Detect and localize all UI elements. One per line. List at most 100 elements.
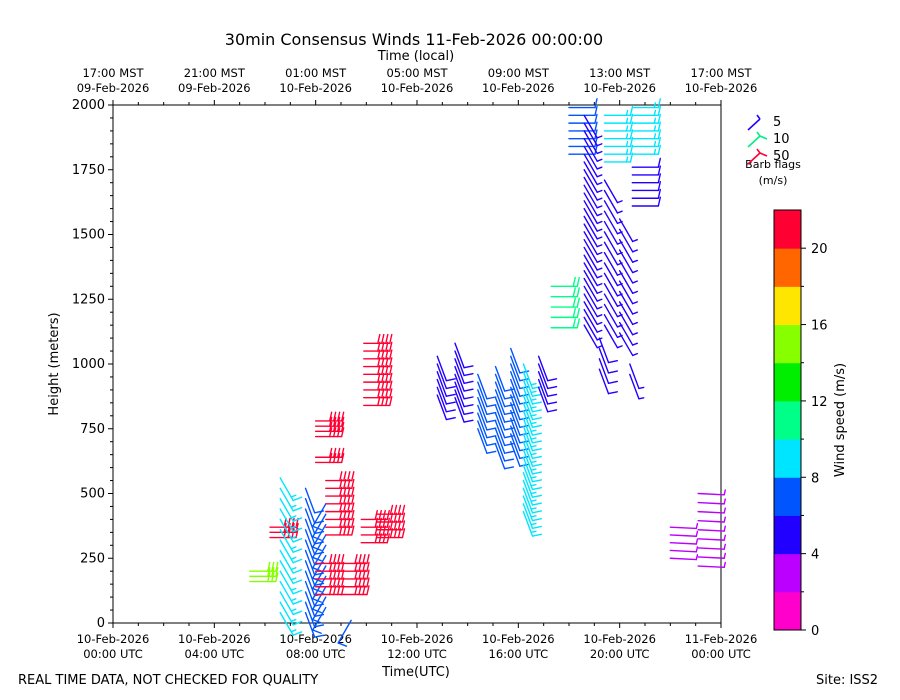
wind-barb bbox=[360, 509, 390, 521]
wind-barb bbox=[363, 341, 393, 352]
barb-half-feather bbox=[596, 213, 603, 217]
barb-feather bbox=[657, 98, 662, 109]
barb-feather bbox=[486, 450, 497, 454]
barb-half-feather bbox=[530, 491, 537, 495]
colorbar-segment bbox=[774, 515, 801, 555]
wind-barb bbox=[454, 342, 474, 369]
barb-feather bbox=[336, 561, 341, 572]
barb-staff bbox=[603, 210, 619, 235]
y-tick-label: 0 bbox=[97, 616, 105, 631]
barb-feather bbox=[385, 333, 389, 344]
barb-staff bbox=[510, 409, 521, 436]
barb-feather bbox=[292, 506, 303, 512]
barb-half-feather bbox=[530, 507, 537, 510]
barb-feather bbox=[343, 525, 347, 536]
wind-barb bbox=[477, 389, 497, 416]
barb-staff bbox=[510, 371, 521, 397]
colorbar-segment bbox=[774, 210, 801, 249]
wind-barb bbox=[360, 533, 390, 544]
wind-barb bbox=[363, 349, 393, 360]
barb-half-feather bbox=[596, 275, 603, 279]
barb-feather bbox=[503, 458, 515, 462]
wind-barb bbox=[279, 549, 303, 574]
wind-barb bbox=[375, 512, 406, 523]
barb-feather bbox=[292, 579, 303, 585]
barb-feather bbox=[328, 421, 333, 433]
y-tick-label: 500 bbox=[80, 487, 105, 502]
barb-feather bbox=[312, 525, 322, 531]
wind-barb bbox=[363, 372, 393, 383]
wind-barb bbox=[522, 363, 543, 390]
barb-staff bbox=[304, 549, 316, 576]
barb-feather bbox=[378, 517, 382, 528]
wind-barb bbox=[325, 486, 355, 497]
wind-barb bbox=[583, 293, 603, 318]
barb-feather bbox=[463, 396, 474, 400]
barb-feather bbox=[374, 525, 378, 536]
wind-barb bbox=[510, 417, 530, 444]
barb-feather bbox=[531, 432, 543, 436]
barb-feather bbox=[531, 417, 543, 421]
wind-barb bbox=[618, 280, 638, 305]
barb-staff bbox=[697, 547, 725, 550]
barb-staff bbox=[618, 311, 634, 336]
barb-feather bbox=[328, 416, 333, 427]
barb-feather bbox=[657, 165, 662, 176]
barb-staff bbox=[312, 575, 327, 600]
barb-feather bbox=[519, 385, 530, 390]
wind-barb bbox=[312, 586, 327, 614]
barb-feather bbox=[351, 478, 355, 490]
barb-feather bbox=[607, 380, 619, 384]
barb-feather bbox=[547, 393, 558, 397]
wind-barb bbox=[537, 363, 558, 390]
wind-barb bbox=[583, 169, 603, 193]
wind-barb bbox=[454, 396, 474, 423]
colorbar-tick-label: 8 bbox=[811, 471, 819, 486]
barb-staff bbox=[603, 324, 619, 349]
barb-feather bbox=[445, 401, 456, 405]
barb-staff bbox=[697, 510, 725, 514]
wind-barb bbox=[583, 270, 603, 294]
barb-half-feather bbox=[695, 530, 699, 537]
barb-feather bbox=[332, 577, 337, 588]
wind-barb bbox=[312, 575, 327, 603]
barb-staff bbox=[603, 314, 619, 339]
wind-barb bbox=[522, 409, 543, 436]
barb-feather bbox=[486, 411, 497, 416]
barb-staff bbox=[583, 130, 598, 155]
barb-half-feather bbox=[596, 251, 603, 256]
barb-feather bbox=[401, 512, 406, 523]
barb-staff bbox=[304, 601, 316, 628]
barb-half-feather bbox=[530, 429, 537, 432]
barb-feather bbox=[531, 401, 543, 405]
legend-title: Barb flags bbox=[745, 158, 801, 171]
x-tick-label: 10-Feb-2026 bbox=[77, 632, 150, 646]
colorbar-tick-label: 16 bbox=[811, 319, 828, 334]
barb-half-feather bbox=[631, 270, 638, 274]
barb-feather bbox=[576, 307, 580, 319]
barb-feather bbox=[531, 510, 543, 514]
barb-staff bbox=[312, 586, 327, 610]
barb-staff bbox=[618, 238, 634, 263]
wind-barb bbox=[312, 606, 327, 634]
wind-barb bbox=[618, 270, 638, 294]
top-axis-label: Time (local) bbox=[377, 49, 455, 64]
barb-feather bbox=[519, 409, 530, 413]
barb-feather bbox=[519, 401, 530, 405]
barb-half-feather bbox=[530, 515, 537, 518]
barb-staff bbox=[603, 251, 619, 276]
wind-barb bbox=[477, 412, 497, 439]
barb-staff bbox=[669, 557, 698, 561]
wind-barb bbox=[360, 517, 390, 528]
barb-half-feather bbox=[290, 546, 297, 550]
wind-barb bbox=[510, 363, 530, 390]
barb-feather bbox=[347, 517, 351, 528]
barb-staff bbox=[304, 487, 316, 514]
barb-half-feather bbox=[530, 468, 537, 471]
barb-feather bbox=[657, 157, 662, 168]
wind-barb bbox=[583, 192, 603, 217]
barb-feather bbox=[291, 517, 295, 528]
barb-half-feather bbox=[530, 382, 537, 386]
barb-feather bbox=[358, 554, 362, 565]
